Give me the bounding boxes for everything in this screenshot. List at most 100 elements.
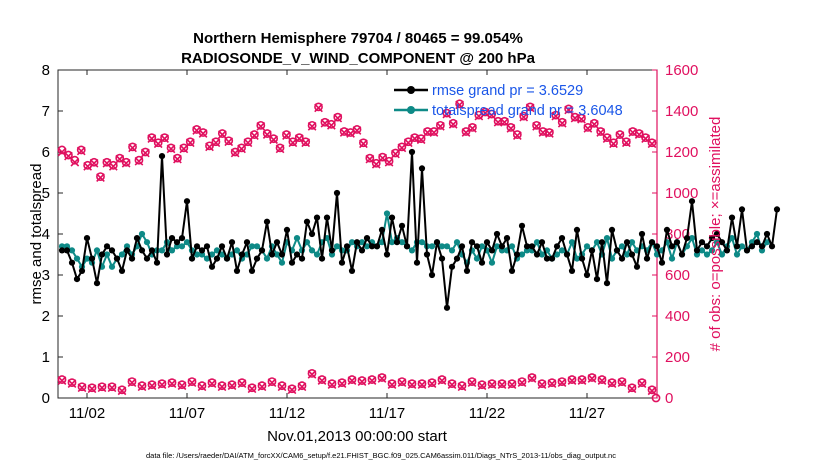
rmse-obs-possible-marker [326,119,336,129]
legend-marker-spread [407,106,415,114]
spread-obs-possible-marker [367,375,377,384]
spread-obs-assimilated-marker [487,380,497,390]
rmse-obs-possible-marker [609,138,618,148]
spread-data-point [618,243,626,250]
rmse-obs-assimilated-marker [250,131,259,140]
spread-obs-assimilated-marker [507,380,517,390]
y-tick-label: 1 [42,349,50,366]
spread-data-point [383,210,391,217]
rmse-data-point [163,251,171,258]
rmse-obs-possible-marker [525,102,535,112]
rmse-data-point [603,280,611,287]
rmse-data-point [58,247,66,254]
rmse-data-point [373,243,381,250]
rmse-data-point [648,239,656,246]
rmse-obs-assimilated-marker [198,129,208,138]
spread-data-point [218,251,226,258]
spread-obs-assimilated-marker [567,376,577,385]
rmse-data-point [533,251,541,258]
spread-obs-assimilated-marker [647,386,657,396]
spread-obs-assimilated-marker [147,381,157,391]
rmse-data-point [248,267,256,274]
rmse-obs-possible-marker [282,130,291,139]
rmse-data-point [273,239,281,246]
spread-data-point [248,243,256,250]
rmse-obs-possible-marker [243,137,253,147]
x-axis-label: Nov.01,2013 00:00:00 start [267,428,448,445]
spread-data-point [488,259,496,266]
spread-data-point [753,230,761,238]
spread-obs-possible-marker [517,377,527,386]
rmse-data-point [658,259,666,266]
rmse-data-point [708,235,716,242]
rmse-data-point [68,259,76,266]
rmse-data-point [133,235,141,242]
rmse-obs-assimilated-marker [512,131,522,140]
rmse-data-point [363,235,371,242]
spread-obs-possible-marker [347,375,357,384]
spread-obs-possible-marker [327,379,337,389]
rmse-data-point [598,239,606,246]
rmse-obs-possible-marker [70,155,80,165]
spread-obs-possible-marker [417,379,427,389]
rmse-data-point [638,230,646,238]
rmse-obs-possible-marker [147,133,157,143]
rmse-obs-possible-marker [115,153,125,163]
rmse-data-point [423,251,431,258]
y-tick-label: 4 [42,226,50,243]
spread-obs-assimilated-marker [327,380,337,390]
rmse-data-point [723,247,731,254]
rmse-obs-assimilated-marker [416,135,426,145]
spread-obs-assimilated-marker [387,380,397,390]
rmse-data-point [558,235,566,242]
spread-obs-assimilated-marker [267,378,277,387]
spread-obs-assimilated-marker [217,382,227,392]
rmse-data-point [668,243,676,250]
rmse-obs-assimilated-marker [205,142,214,152]
rmse-data-point [308,230,316,238]
spread-data-point [303,239,311,246]
legend-entry-spread: totalspread grand pr = 3.6048 [432,103,623,119]
spread-obs-possible-marker [377,373,387,382]
spread-obs-possible-marker [257,381,267,391]
rmse-obs-possible-marker [448,118,458,128]
rmse-data-point [573,226,581,233]
rmse-obs-possible-marker [596,127,606,136]
rmse-data-point [333,189,341,197]
rmse-data-point [88,255,96,262]
rmse-obs-assimilated-marker [96,173,105,182]
rmse-data-point [608,226,616,233]
spread-obs-possible-marker [507,379,517,389]
rmse-obs-assimilated-marker [384,157,394,167]
y-tick-label: 7 [42,103,50,120]
rmse-obs-possible-marker [173,153,182,163]
spread-data-point [728,235,736,242]
rmse-data-point [218,243,226,250]
rmse-obs-assimilated-marker [397,143,407,153]
plot-area: 11/02 11/07 11/12 11/17 11/22 11/27 0 1 2 3 4 5 6 7 8… [42,62,781,422]
y-axis-right: 0 200 400 600 800 1000 1200 1400 1600 [652,62,698,407]
rmse-obs-assimilated-marker [352,126,362,135]
rmse-data-point [338,259,346,266]
spread-obs-assimilated-marker [67,379,77,389]
rmse-data-point [253,255,261,262]
spread-obs-possible-marker [357,376,367,385]
spread-obs-assimilated-marker [337,379,347,389]
obs-final-zero-marker [651,393,661,403]
rmse-data-point [153,259,161,266]
rmse-obs-assimilated-marker [461,128,471,137]
spread-obs-assimilated-marker [377,374,387,383]
rmse-data-point [728,214,736,221]
spread-obs-possible-marker [97,382,107,392]
spread-data-point [408,247,416,254]
rmse-obs-possible-marker [416,134,426,144]
rmse-obs-possible-marker [333,112,343,122]
spread-obs-assimilated-marker [587,374,597,383]
spread-obs-possible-marker [157,379,167,389]
rmse-data-point [508,267,516,274]
spread-data-point [278,259,286,266]
spread-data-point [493,243,501,250]
spread-data-point [73,255,81,262]
rmse-data-point [418,165,426,172]
rmse-data-point [673,239,681,246]
